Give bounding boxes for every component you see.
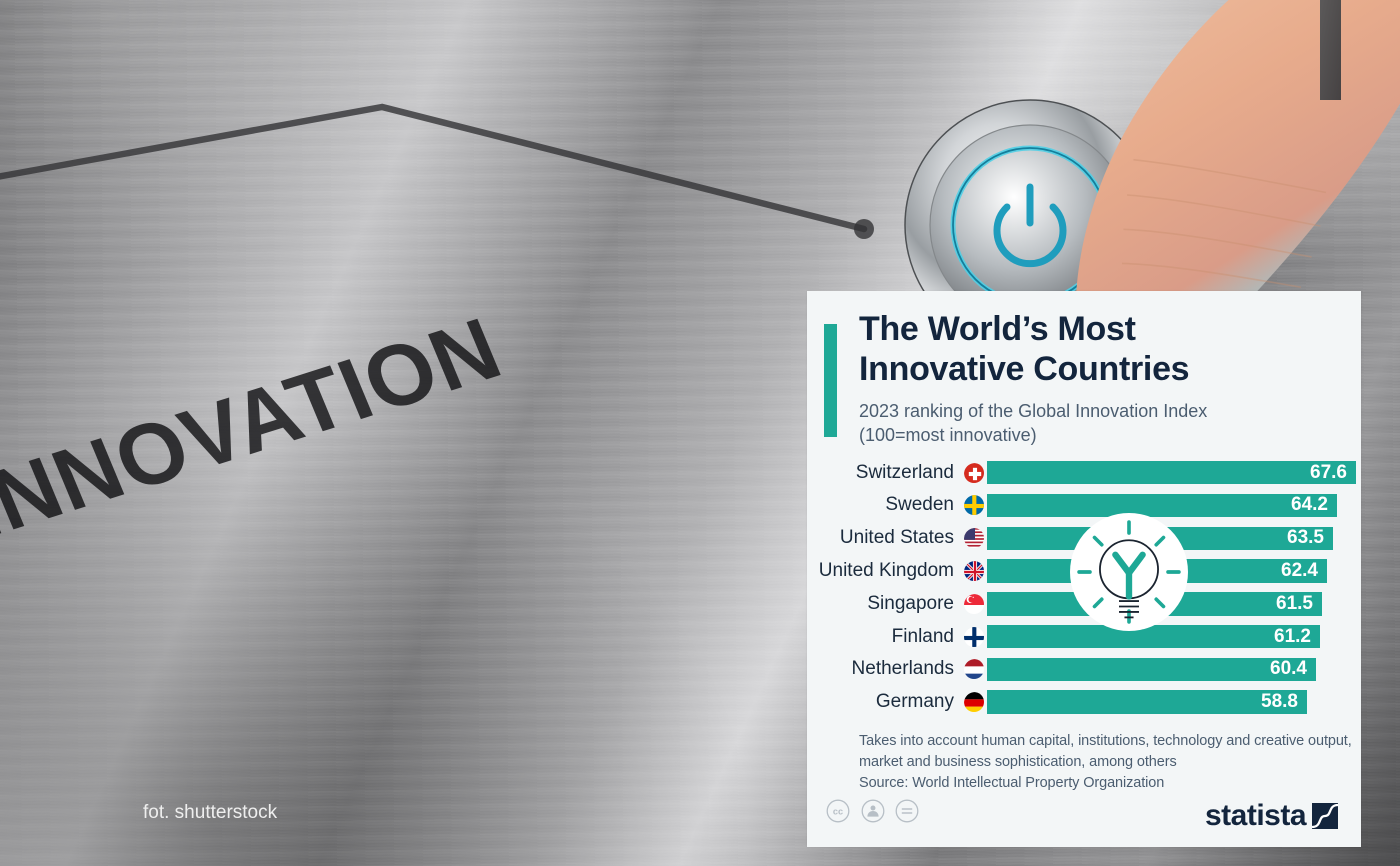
svg-text:cc: cc (833, 807, 843, 817)
